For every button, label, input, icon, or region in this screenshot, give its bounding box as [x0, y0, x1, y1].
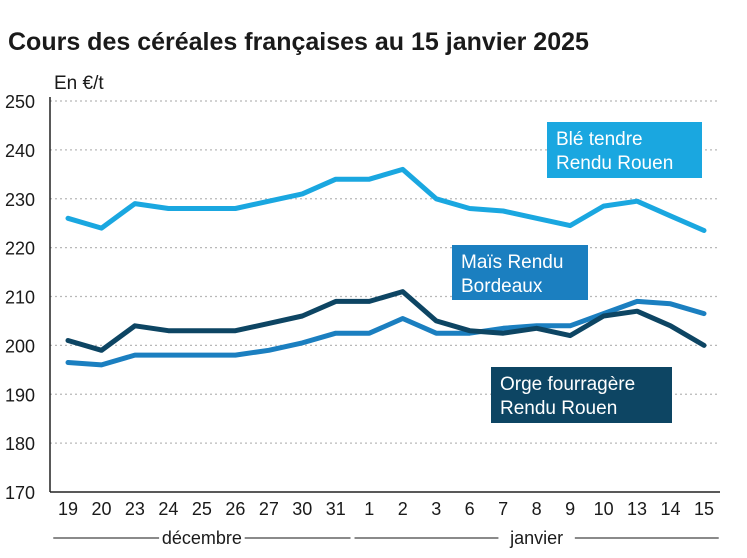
y-tick-label-250: 250 — [5, 92, 35, 112]
month-label-1: janvier — [509, 528, 563, 548]
y-axis-unit: En €/t — [54, 73, 104, 94]
y-tick-label-220: 220 — [5, 239, 35, 259]
x-tick-label-8: 8 — [532, 499, 542, 519]
x-tick-label-10: 10 — [594, 499, 614, 519]
series-line-2 — [65, 289, 707, 353]
series — [65, 166, 707, 368]
x-tick-label-19: 19 — [58, 499, 78, 519]
y-tick-label-240: 240 — [5, 141, 35, 161]
x-tick-label-24: 24 — [158, 499, 178, 519]
legend-label-0-1: Rendu Rouen — [556, 153, 673, 174]
legend-label-1-1: Bordeaux — [461, 276, 543, 297]
x-tick-label-6: 6 — [465, 499, 475, 519]
series-line-0 — [65, 166, 707, 233]
y-axis-ticks: 250 240 230 220 210 200 190 180 170 — [5, 92, 35, 503]
y-tick-label-210: 210 — [5, 288, 35, 308]
x-tick-label-3: 3 — [431, 499, 441, 519]
month-labels: décembre janvier — [53, 528, 719, 548]
x-tick-label-7: 7 — [498, 499, 508, 519]
x-tick-label-30: 30 — [292, 499, 312, 519]
y-tick-label-190: 190 — [5, 385, 35, 405]
y-tick-label-180: 180 — [5, 434, 35, 454]
y-tick-label-200: 200 — [5, 336, 35, 356]
month-label-0: décembre — [162, 528, 242, 548]
x-tick-label-27: 27 — [259, 499, 279, 519]
x-axis-ticks: 19 20 23 24 25 26 27 30 31 1 2 3 6 7 8 9 10 13 14 15 — [58, 499, 714, 519]
x-tick-label-2: 2 — [398, 499, 408, 519]
legend-label-2-0: Orge fourragère — [500, 374, 635, 395]
legend-label-1-0: Maïs Rendu — [461, 252, 563, 273]
legend-box-2 — [491, 367, 672, 423]
chart-title: Cours des céréales françaises au 15 janv… — [8, 28, 589, 56]
x-tick-label-14: 14 — [661, 499, 681, 519]
legend-box-0 — [547, 122, 702, 178]
x-tick-label-1: 1 — [364, 499, 374, 519]
y-tick-label-170: 170 — [5, 483, 35, 503]
x-tick-label-23: 23 — [125, 499, 145, 519]
y-tick-label-230: 230 — [5, 190, 35, 210]
legend: Blé tendre Rendu Rouen Maïs Rendu Bordeaux O… — [452, 122, 702, 423]
series-line-1 — [65, 298, 707, 368]
legend-label-0-0: Blé tendre — [556, 129, 643, 150]
x-tick-label-25: 25 — [192, 499, 212, 519]
x-tick-label-20: 20 — [91, 499, 111, 519]
x-tick-label-13: 13 — [627, 499, 647, 519]
legend-label-2-1: Rendu Rouen — [500, 398, 617, 419]
legend-box-1 — [452, 245, 588, 300]
x-tick-label-31: 31 — [326, 499, 346, 519]
x-tick-label-9: 9 — [565, 499, 575, 519]
x-tick-label-15: 15 — [694, 499, 714, 519]
x-tick-label-26: 26 — [225, 499, 245, 519]
